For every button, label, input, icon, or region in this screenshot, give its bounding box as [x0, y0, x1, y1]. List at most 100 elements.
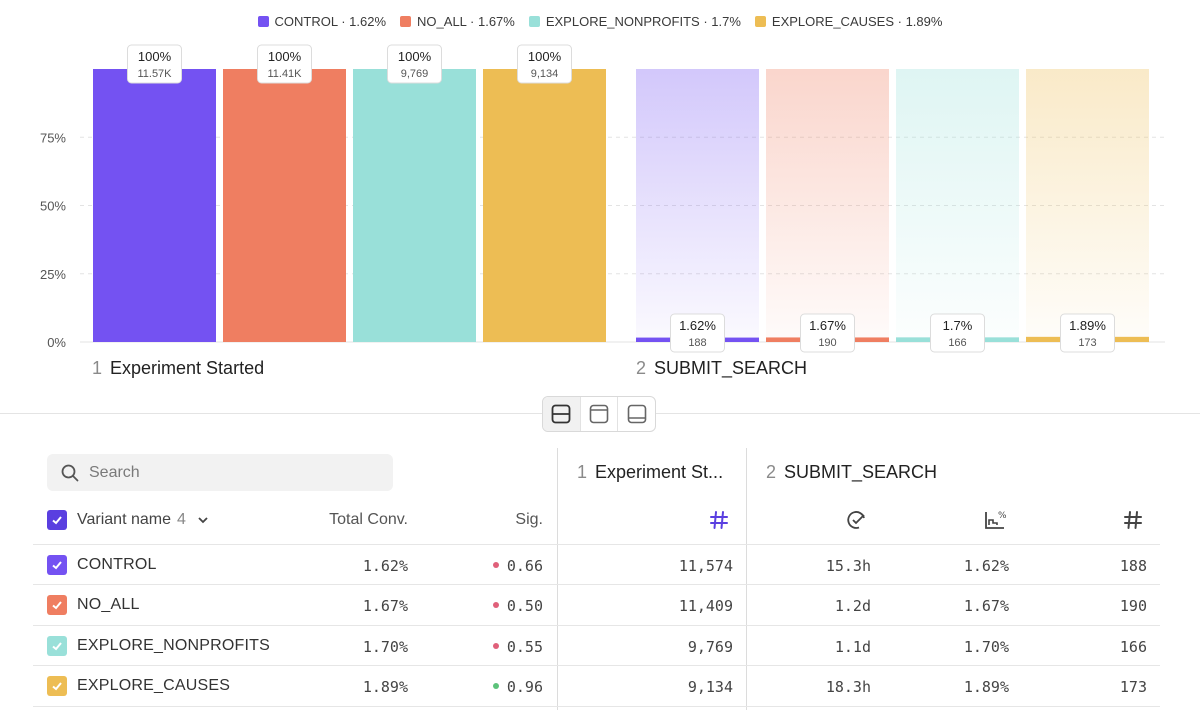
time-to-convert: 15.3h	[825, 557, 871, 575]
row-divider	[33, 584, 1160, 585]
data-label-percent: 1.7%	[943, 318, 973, 333]
funnel-bar-chart: 0% 25% 50% 75% 100% 11.57K 1.62% 188 100% 11.41K 1…	[40, 44, 1165, 353]
data-label-count: 11.57K	[137, 68, 172, 80]
data-label-box	[670, 313, 725, 353]
conversion-chart-icon: %	[985, 511, 1007, 529]
step-number: 2	[766, 462, 777, 482]
count-column-header[interactable]	[708, 509, 730, 536]
table-only-view-button[interactable]	[618, 397, 655, 431]
check-icon	[52, 601, 62, 610]
conversion-rate: 1.62%	[963, 557, 1009, 575]
legend-swatch	[754, 16, 766, 27]
split-layout-icon	[551, 404, 571, 424]
legend-label: EXPLORE_NONPROFITS · 1.7%	[545, 14, 741, 29]
step-count: 173	[1119, 678, 1147, 696]
bottom-panel-layout-icon	[627, 404, 646, 424]
variant-name: EXPLORE_NONPROFITS	[77, 637, 270, 654]
row-checkbox[interactable]	[47, 555, 67, 575]
started-count: 11,574	[678, 557, 733, 575]
data-label-box	[257, 44, 312, 84]
select-all-checkbox[interactable]	[47, 510, 67, 530]
svg-text:%: %	[998, 511, 1007, 521]
bar-explore_causes-step1	[483, 69, 606, 342]
conversion-rate: 1.67%	[963, 597, 1009, 615]
legend-item-explore-nonprofits[interactable]: EXPLORE_NONPROFITS · 1.7%	[528, 14, 741, 29]
total-conv-value: 1.62%	[362, 557, 408, 575]
legend-item-control[interactable]: CONTROL · 1.62%	[257, 14, 387, 29]
search-input[interactable]	[89, 463, 369, 482]
chart-legend: CONTROL · 1.62% NO_ALL · 1.67% EXPLORE_N…	[0, 14, 1200, 29]
sig-number: 0.66	[506, 557, 543, 575]
row-divider	[33, 625, 1160, 626]
started-count: 9,134	[687, 678, 733, 696]
total-conv-header[interactable]: Total Conv.	[329, 511, 408, 528]
data-label-count: 166	[948, 337, 966, 349]
column-divider	[746, 448, 747, 710]
sig-number: 0.50	[506, 597, 543, 615]
sig-number: 0.55	[506, 638, 543, 656]
legend-swatch	[257, 16, 269, 27]
clock-check-icon	[847, 511, 865, 529]
hash-icon	[1124, 511, 1142, 529]
bar-background	[1026, 69, 1149, 342]
row-divider	[33, 706, 1160, 707]
variant-name-header[interactable]: Variant name 4	[77, 511, 210, 529]
step-count-header[interactable]	[1122, 509, 1144, 536]
search-icon	[61, 464, 79, 481]
row-divider	[33, 544, 1160, 545]
y-tick-label: 75%	[40, 130, 66, 145]
total-conv-value: 1.89%	[362, 678, 408, 696]
time-to-convert: 1.1d	[834, 638, 871, 656]
step-name: SUBMIT_SEARCH	[654, 358, 808, 378]
conversion-rate: 1.89%	[963, 678, 1009, 696]
started-count: 9,769	[687, 638, 733, 656]
data-label-percent: 1.89%	[1069, 318, 1106, 333]
y-tick-label: 50%	[40, 199, 66, 214]
legend-item-no-all[interactable]: NO_ALL · 1.67%	[400, 14, 515, 29]
variant-header-label: Variant name	[77, 511, 171, 528]
time-to-convert-header[interactable]	[846, 509, 868, 536]
sig-value: 0.55	[492, 638, 543, 656]
step-number: 1	[92, 358, 103, 378]
hash-icon	[710, 511, 728, 529]
bar-no_all-step1	[223, 69, 346, 342]
sig-number: 0.96	[506, 678, 543, 696]
search-box[interactable]	[47, 454, 393, 491]
data-label-count: 9,769	[401, 68, 429, 80]
step-label-1: 1 Experiment Started	[92, 358, 264, 379]
step-number: 2	[636, 358, 647, 378]
column-group-submit-search[interactable]: 2 SUBMIT_SEARCH	[766, 462, 937, 483]
step-label-2: 2 SUBMIT_SEARCH	[636, 358, 807, 379]
row-checkbox[interactable]	[47, 676, 67, 696]
row-checkbox[interactable]	[47, 636, 67, 656]
data-label-box	[800, 313, 855, 353]
chart-only-view-button[interactable]	[581, 397, 619, 431]
y-tick-label: 25%	[40, 267, 66, 282]
split-view-button[interactable]	[543, 397, 581, 431]
step-name: Experiment Started	[110, 358, 265, 378]
sig-header[interactable]: Sig.	[515, 511, 543, 528]
data-label-box	[387, 44, 442, 84]
check-icon	[52, 642, 62, 651]
column-group-title: SUBMIT_SEARCH	[784, 462, 938, 482]
chevron-down-icon[interactable]	[196, 513, 210, 527]
data-label-count: 9,134	[531, 68, 559, 80]
data-label-percent: 100%	[138, 49, 172, 64]
sig-value: 0.66	[492, 557, 543, 575]
row-checkbox[interactable]	[47, 595, 67, 615]
legend-swatch	[400, 16, 412, 27]
step-count: 166	[1119, 638, 1147, 656]
variant-name: EXPLORE_CAUSES	[77, 677, 231, 694]
conversion-rate-header[interactable]: %	[984, 509, 1008, 536]
data-label-percent: 100%	[268, 49, 302, 64]
time-to-convert: 18.3h	[825, 678, 871, 696]
legend-item-explore-causes[interactable]: EXPLORE_CAUSES · 1.89%	[754, 14, 942, 29]
total-conv-value: 1.70%	[362, 638, 408, 656]
check-icon	[52, 516, 62, 525]
column-group-experiment-started[interactable]: 1 Experiment St...	[577, 462, 723, 483]
legend-label: CONTROL · 1.62%	[274, 14, 387, 29]
row-divider	[33, 665, 1160, 666]
bar-background	[766, 69, 889, 342]
column-divider	[557, 448, 558, 710]
conversion-rate: 1.70%	[963, 638, 1009, 656]
